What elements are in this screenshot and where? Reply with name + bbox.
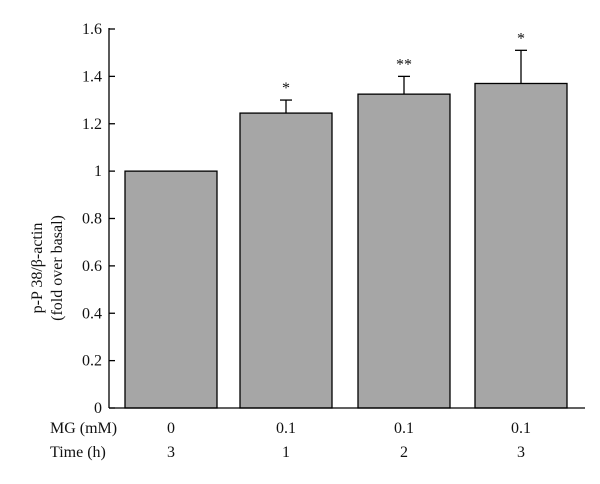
y-ticks-layer: 0 0.2 0.4 0.6 0.8 1 1.2 1.4 1.6 bbox=[82, 21, 115, 417]
condition-value-2-1: 3 bbox=[167, 444, 175, 461]
y-tick-label-5: 1 bbox=[94, 163, 102, 180]
significance-layer: **** bbox=[282, 30, 525, 97]
y-tick-label-6: 1.2 bbox=[82, 116, 102, 133]
bar-3 bbox=[357, 93, 451, 409]
error-bars-layer bbox=[280, 49, 527, 114]
y-tick-label-2: 0.4 bbox=[82, 305, 102, 322]
condition-row-label-1: MG (mM) bbox=[50, 420, 117, 437]
condition-row-label-2: Time (h) bbox=[50, 444, 106, 461]
condition-value-1-4: 0.1 bbox=[511, 420, 531, 437]
y-tick-label-7: 1.4 bbox=[82, 68, 102, 85]
significance-marker-2: * bbox=[282, 80, 290, 97]
condition-value-2-2: 1 bbox=[282, 444, 290, 461]
y-tick-label-3: 0.6 bbox=[82, 258, 102, 275]
y-tick-label-8: 1.6 bbox=[82, 21, 102, 38]
bar-2 bbox=[239, 112, 333, 409]
significance-marker-4: * bbox=[517, 30, 525, 47]
y-axis-label-line-2: (fold over basal) bbox=[49, 215, 66, 321]
bar-4 bbox=[474, 82, 568, 409]
y-tick-label-0: 0 bbox=[94, 400, 102, 417]
bars-layer bbox=[124, 82, 568, 409]
y-tick-label-1: 0.2 bbox=[82, 353, 102, 370]
condition-value-1-2: 0.1 bbox=[276, 420, 296, 437]
condition-value-1-3: 0.1 bbox=[394, 420, 414, 437]
condition-value-1-1: 0 bbox=[167, 420, 175, 437]
significance-marker-3: ** bbox=[396, 56, 412, 73]
y-axis-label-line-1: p-P 38/β-actin bbox=[29, 223, 46, 314]
condition-value-2-4: 3 bbox=[517, 444, 525, 461]
y-tick-label-4: 0.8 bbox=[82, 211, 102, 228]
condition-value-2-3: 2 bbox=[400, 444, 408, 461]
condition-table: MG (mM) 0 0.1 0.1 0.1 Time (h) 3 1 2 3 bbox=[50, 420, 531, 461]
bar-1 bbox=[124, 170, 218, 409]
